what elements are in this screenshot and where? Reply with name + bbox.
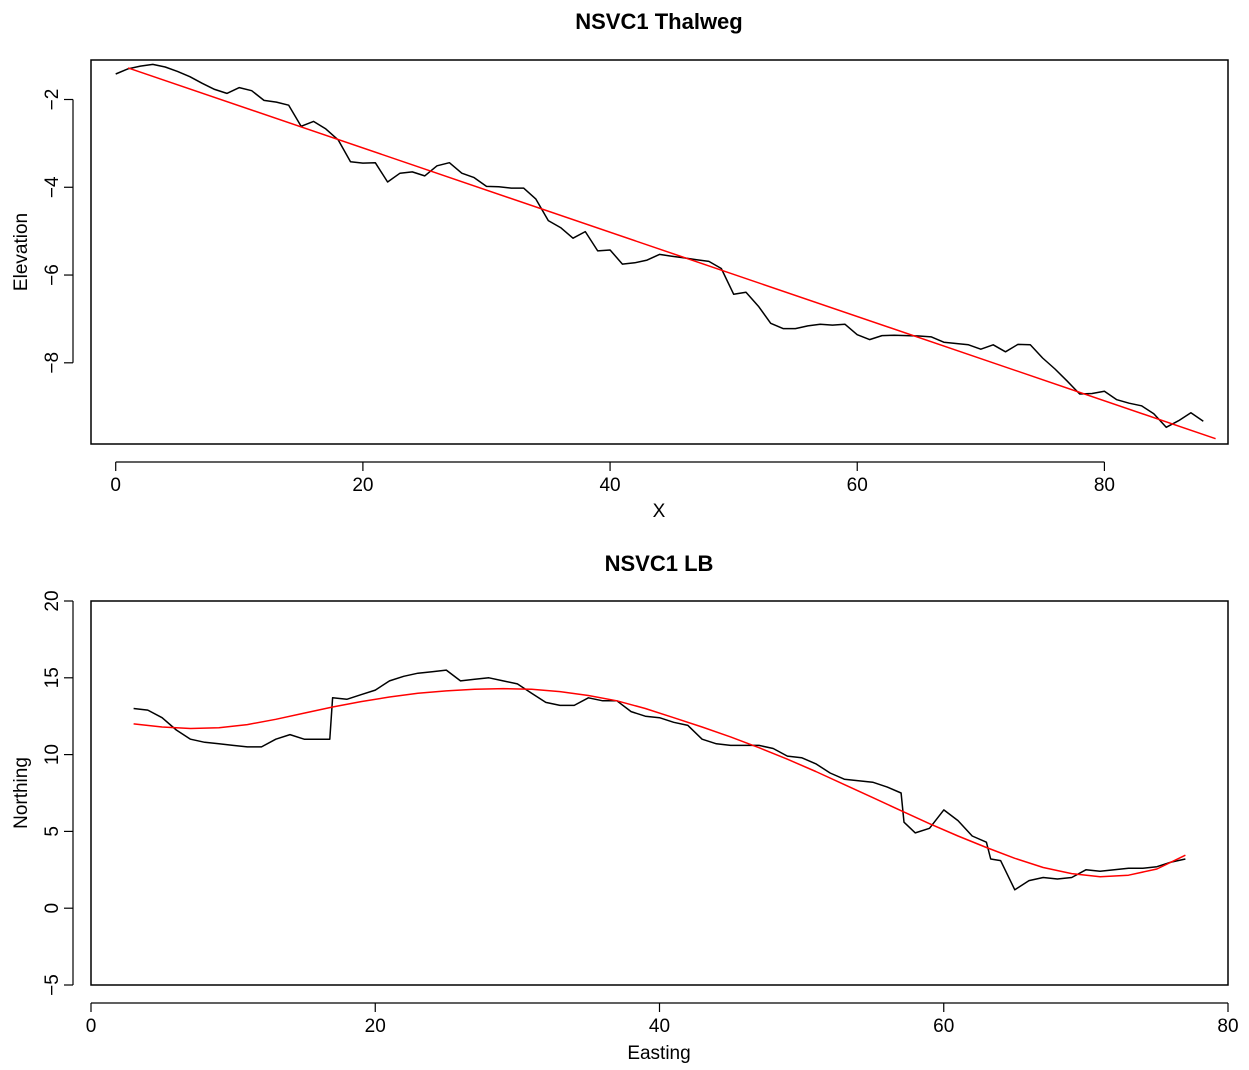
lb-chart: NSVC1 LB Easting Northing 0 20 40 60 80 −5 0 5… (11, 551, 1239, 1064)
y-tick-label: −8 (42, 352, 63, 374)
y-axis: −2 −4 −6 −8 (42, 89, 74, 374)
y-axis: −5 0 5 10 15 20 (42, 590, 74, 996)
thalweg-chart: NSVC1 Thalweg X Elevation 0 20 40 60 80 −2 −4… (11, 9, 1229, 522)
x-tick-label: 80 (1217, 1016, 1238, 1037)
x-tick-label: 40 (599, 475, 620, 496)
x-tick-label: 40 (649, 1016, 670, 1037)
x-tick-label: 80 (1094, 475, 1115, 496)
y-tick-label: −2 (42, 89, 63, 111)
y-axis-label: Elevation (11, 213, 32, 291)
x-tick-label: 20 (352, 475, 373, 496)
y-tick-label: 15 (42, 667, 63, 688)
observed-line (115, 63, 1204, 429)
y-axis-label: Northing (11, 757, 32, 829)
y-tick-label: 10 (42, 744, 63, 765)
x-tick-label: 60 (847, 475, 868, 496)
x-tick-label: 60 (933, 1016, 954, 1037)
observed-line (133, 669, 1186, 891)
y-tick-label: −5 (42, 974, 63, 996)
x-tick-label: 0 (86, 1016, 97, 1037)
x-axis-label: Easting (627, 1043, 690, 1064)
x-tick-label: 20 (365, 1016, 386, 1037)
fitted-line (133, 687, 1186, 878)
x-axis-label: X (653, 501, 666, 522)
x-axis: 0 20 40 60 80 (110, 461, 1115, 496)
y-tick-label: −6 (42, 264, 63, 286)
x-tick-label: 0 (110, 475, 121, 496)
y-tick-label: 5 (42, 826, 63, 837)
y-tick-label: 20 (42, 590, 63, 611)
fitted-line (127, 67, 1216, 440)
series-group (133, 669, 1186, 891)
x-axis: 0 20 40 60 80 (86, 1002, 1239, 1037)
chart-title: NSVC1 LB (605, 551, 714, 576)
y-tick-label: 0 (42, 903, 63, 914)
chart-title: NSVC1 Thalweg (575, 9, 742, 34)
series-group (115, 63, 1216, 440)
plot-frame (90, 59, 1229, 445)
y-tick-label: −4 (42, 176, 63, 198)
plot-frame (90, 600, 1229, 986)
